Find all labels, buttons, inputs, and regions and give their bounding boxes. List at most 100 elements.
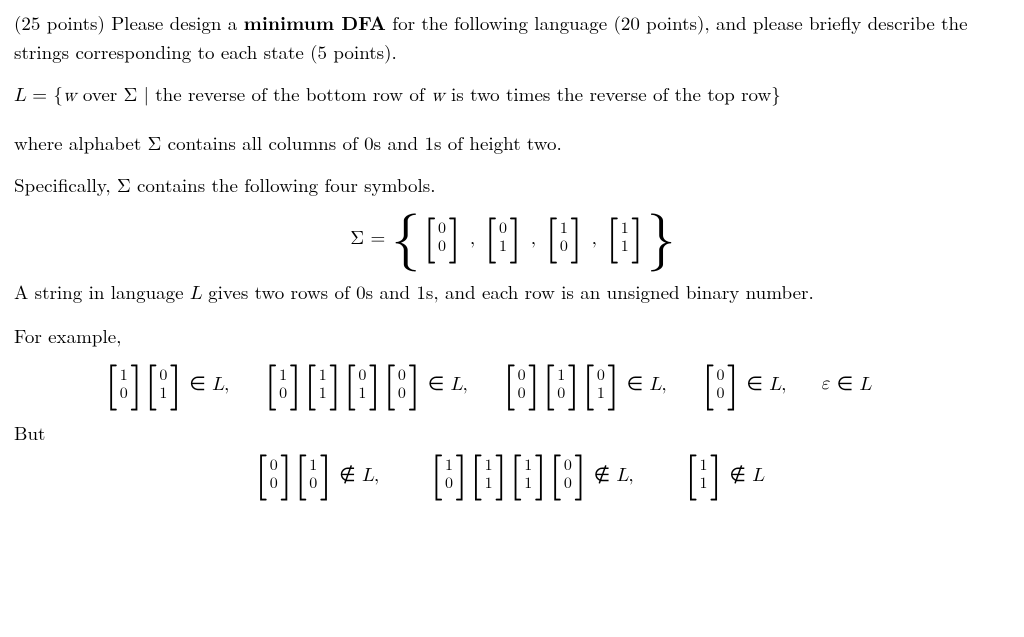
comma: ,: [531, 223, 536, 252]
bracket-close: ]: [329, 365, 342, 405]
vector-top: 0: [499, 220, 507, 238]
example-group: [10][11][01][00]∈ L,: [263, 365, 474, 405]
vector-values: 10: [443, 455, 455, 495]
bracket-close: ]: [455, 455, 468, 495]
membership-relation: ∉ L,: [594, 460, 634, 491]
bracket-close: ]: [534, 455, 547, 495]
membership-relation: ∈ L,: [627, 369, 667, 400]
sigma-symbol: Σ: [124, 80, 138, 107]
lang-body-1: the reverse of the bottom row of: [155, 80, 431, 107]
membership-relation: ∉ L,: [339, 460, 379, 491]
bracket-open: [: [470, 455, 483, 495]
bracket-open: [: [145, 365, 158, 405]
vector-bot: 0: [438, 238, 446, 256]
vector-values: 10: [307, 455, 319, 495]
bracket-close: ]: [528, 365, 541, 405]
rows-desc-a: A string in language: [14, 278, 190, 305]
brace-close: }: [645, 216, 678, 264]
such-that-bar: |: [137, 80, 155, 107]
example-group: [00][10]∉ L,: [254, 455, 385, 495]
column-vector: [00]: [549, 455, 587, 495]
bracket-open: [: [383, 365, 396, 405]
vector-bot: 0: [120, 385, 128, 403]
column-vector: [10]: [545, 218, 583, 258]
vector-top: 1: [120, 367, 128, 385]
column-vector: [01]: [484, 218, 522, 258]
bracket-close: ]: [727, 365, 740, 405]
column-vector: [10]: [430, 455, 468, 495]
sigma-definition: Σ = { [00],[01],[10],[11] }: [14, 214, 1010, 262]
column-vector: [11]: [685, 455, 723, 495]
vector-bot: 1: [485, 475, 493, 493]
epsilon-example: ε∈ L: [820, 369, 877, 400]
rows-description: A string in language L gives two rows of…: [14, 278, 1010, 309]
example-group: [10][11][11][00]∉ L,: [429, 455, 640, 495]
column-vector: [01]: [582, 365, 620, 405]
example-group: [10][01]∈ L,: [104, 365, 235, 405]
vector-values: 01: [497, 218, 509, 258]
bracket-close: ]: [408, 365, 421, 405]
bracket-open: [: [304, 365, 317, 405]
vector-bot: 1: [621, 238, 629, 256]
bracket-open: [: [685, 455, 698, 495]
bracket-open: [: [255, 455, 268, 495]
vector-values: 11: [483, 455, 495, 495]
vector-top: 1: [485, 457, 493, 475]
bracket-close: ]: [280, 455, 293, 495]
bracket-open: [: [549, 455, 562, 495]
language-definition: L = {w over Σ | the reverse of the botto…: [14, 80, 1010, 111]
alphabet-desc-2: Specifically, Σ contains the following f…: [14, 171, 1010, 200]
sigma-symbol-set: [00],[01],[10],[11]: [422, 218, 644, 258]
bracket-open: [: [545, 218, 558, 258]
bracket-close: ]: [448, 218, 461, 258]
vector-bot: 0: [564, 475, 572, 493]
but-label: But: [14, 419, 1010, 448]
vector-bot: 1: [524, 475, 532, 493]
column-vector: [00]: [383, 365, 421, 405]
vector-top: 0: [518, 367, 526, 385]
vector-top: 0: [358, 367, 366, 385]
set-open: {: [53, 80, 63, 107]
column-vector: [10]: [542, 365, 580, 405]
points-total: (25 points): [14, 9, 105, 36]
column-vector: [00]: [503, 365, 541, 405]
column-vector: [00]: [423, 218, 461, 258]
examples-not-in-language: [00][10]∉ L,[10][11][11][00]∉ L,[11]∉ L: [14, 455, 1010, 497]
bracket-close: ]: [574, 455, 587, 495]
vector-bot: 0: [398, 385, 406, 403]
bracket-open: [: [264, 365, 277, 405]
vector-values: 10: [558, 218, 570, 258]
bracket-close: ]: [567, 365, 580, 405]
vector-top: 1: [560, 220, 568, 238]
minimum-dfa-bold: minimum DFA: [244, 8, 386, 36]
vector-top: 1: [621, 220, 629, 238]
comma: ,: [592, 223, 597, 252]
vector-bot: 1: [358, 385, 366, 403]
column-vector: [11]: [470, 455, 508, 495]
comma: ,: [470, 223, 475, 252]
L-symbol: L: [14, 86, 26, 105]
examples-in-language: [10][01]∈ L,[10][11][01][00]∈ L,[00][10]…: [14, 365, 1010, 405]
vector-bot: 1: [499, 238, 507, 256]
vector-values: 00: [268, 455, 280, 495]
bracket-open: [: [702, 365, 715, 405]
vector-top: 1: [524, 457, 532, 475]
vector-top: 0: [438, 220, 446, 238]
column-vector: [10]: [295, 455, 333, 495]
bracket-close: ]: [570, 218, 583, 258]
column-vector: [11]: [509, 455, 547, 495]
bracket-close: ]: [289, 365, 302, 405]
vector-bot: 0: [518, 385, 526, 403]
bracket-open: [: [423, 218, 436, 258]
vector-values: 01: [356, 365, 368, 405]
bracket-open: [: [430, 455, 443, 495]
membership-relation: ∈ L: [837, 369, 872, 400]
bracket-open: [: [606, 218, 619, 258]
column-vector: [10]: [264, 365, 302, 405]
column-vector: [11]: [606, 218, 644, 258]
bracket-open: [: [509, 455, 522, 495]
bracket-close: ]: [495, 455, 508, 495]
vector-top: 1: [319, 367, 327, 385]
vector-top: 1: [557, 367, 565, 385]
column-vector: [01]: [344, 365, 382, 405]
